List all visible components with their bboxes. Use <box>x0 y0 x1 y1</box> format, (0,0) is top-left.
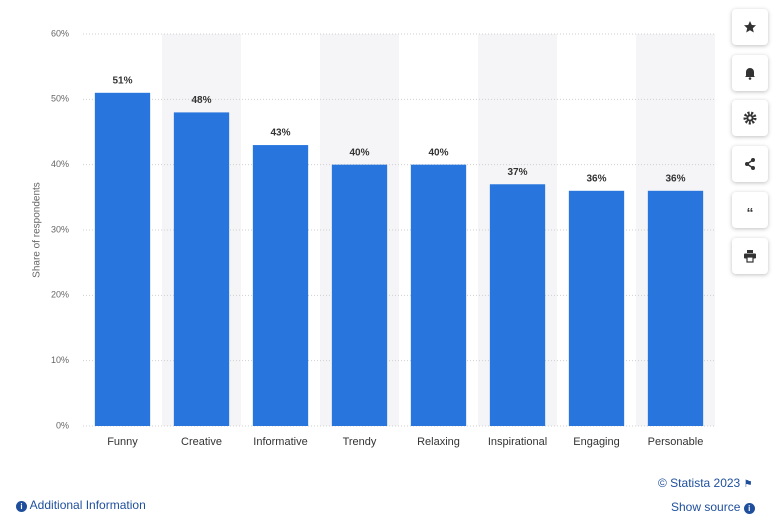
value-label: 48% <box>191 95 211 106</box>
bar <box>252 145 309 427</box>
favorite-button[interactable] <box>732 9 768 45</box>
bar <box>331 164 388 426</box>
x-tick-label: Trendy <box>343 436 377 448</box>
value-label: 37% <box>507 167 527 178</box>
print-icon <box>744 250 756 263</box>
x-tick-label: Relaxing <box>417 436 460 448</box>
additional-information-text[interactable]: Additional Information <box>29 498 146 512</box>
x-tick-label: Engaging <box>573 436 620 448</box>
settings-button[interactable] <box>732 100 768 136</box>
value-label: 51% <box>112 75 132 86</box>
share-icon <box>745 158 755 170</box>
value-label: 36% <box>665 173 685 184</box>
y-tick-label: 30% <box>51 224 69 234</box>
cite-button[interactable]: “ <box>732 192 768 228</box>
x-tick-label: Creative <box>181 436 222 448</box>
show-source-text[interactable]: Show source <box>671 500 741 514</box>
y-axis-label: Share of respondents <box>32 182 43 278</box>
copyright-text[interactable]: © Statista 2023 <box>658 476 741 490</box>
bar <box>647 190 704 426</box>
y-tick-label: 40% <box>51 159 69 169</box>
y-tick-label: 10% <box>51 355 69 365</box>
bar <box>568 190 625 426</box>
quote-icon: “ <box>747 205 754 217</box>
x-tick-label: Inspirational <box>488 436 547 448</box>
copyright[interactable]: © Statista 2023 ⚑ <box>658 476 753 490</box>
y-tick-label: 50% <box>51 94 69 104</box>
x-tick-label: Informative <box>253 436 307 448</box>
share-button[interactable] <box>732 146 768 182</box>
value-label: 40% <box>349 147 369 158</box>
y-tick-label: 60% <box>51 28 69 38</box>
svg-text:“: “ <box>747 205 754 217</box>
bar <box>94 92 151 427</box>
additional-information[interactable]: i Additional Information <box>16 498 146 512</box>
star-icon <box>744 21 756 33</box>
bar <box>410 164 467 426</box>
gear-icon <box>743 111 757 125</box>
x-tick-label: Personable <box>648 436 704 448</box>
bell-icon <box>745 68 755 80</box>
value-label: 36% <box>586 173 606 184</box>
flag-icon: ⚑ <box>743 479 753 490</box>
y-tick-label: 0% <box>56 420 69 430</box>
chart: Share of respondents 0% 10% 20% 30% 40% 50% 60… <box>32 28 715 448</box>
show-source[interactable]: Show source i <box>671 500 755 514</box>
x-tick-label: Funny <box>107 436 138 448</box>
info-icon: i <box>743 503 755 514</box>
bar <box>489 184 546 426</box>
y-tick-label: 20% <box>51 290 69 300</box>
info-icon: i <box>16 501 27 512</box>
notification-button[interactable] <box>732 55 768 91</box>
value-label: 40% <box>428 147 448 158</box>
print-button[interactable] <box>732 238 768 274</box>
value-label: 43% <box>270 128 290 139</box>
bar <box>173 112 230 427</box>
